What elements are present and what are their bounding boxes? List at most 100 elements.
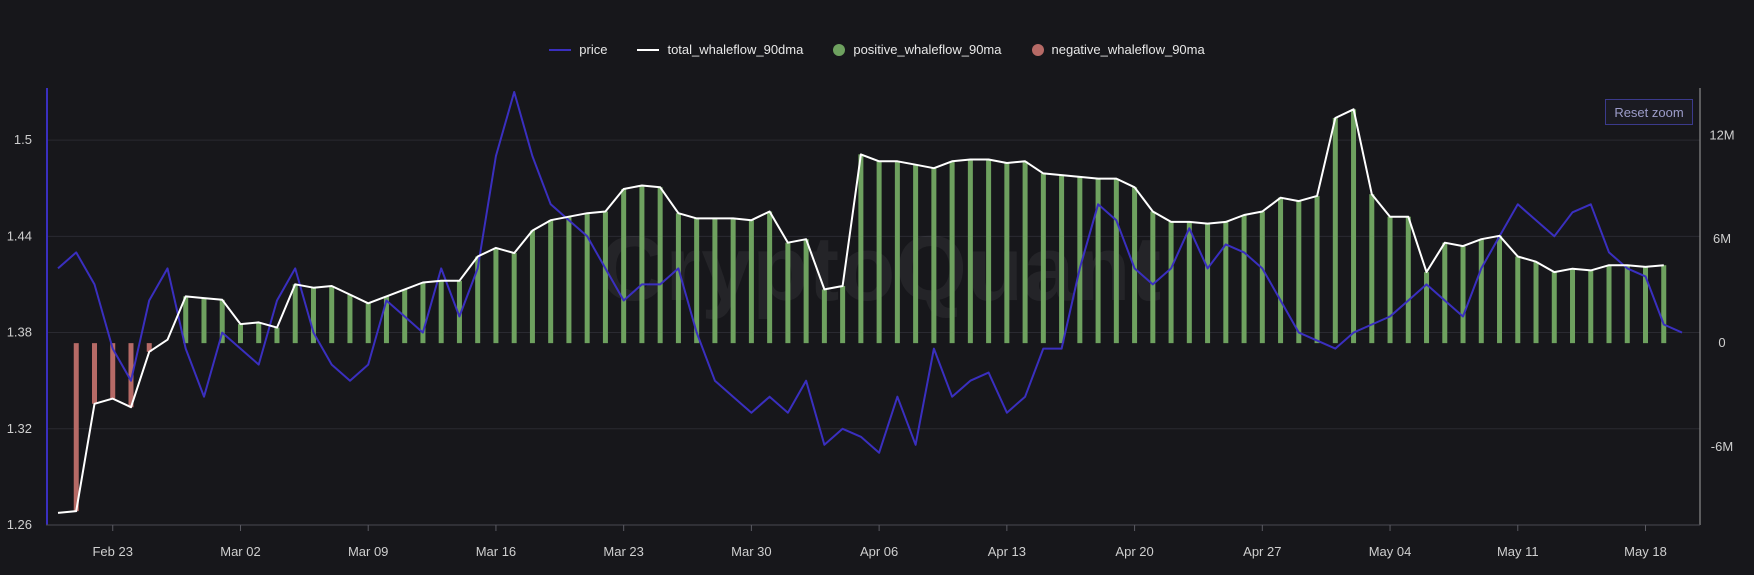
positive-bar[interactable] <box>1369 194 1375 344</box>
positive-bar[interactable] <box>310 287 316 344</box>
positive-bar[interactable] <box>329 285 335 344</box>
positive-bar[interactable] <box>785 242 791 344</box>
x-tick-label: Mar 30 <box>731 544 771 559</box>
positive-bar[interactable] <box>1132 187 1138 344</box>
total-whaleflow-line[interactable] <box>57 108 1664 514</box>
positive-bar[interactable] <box>566 216 572 344</box>
positive-bar[interactable] <box>803 239 809 344</box>
positive-bar[interactable] <box>1059 175 1065 344</box>
positive-bar[interactable] <box>1205 223 1211 344</box>
positive-bar[interactable] <box>1533 261 1539 344</box>
positive-bar[interactable] <box>1332 117 1338 344</box>
positive-bar[interactable] <box>1405 216 1411 344</box>
positive-bar[interactable] <box>1442 242 1448 344</box>
positive-bar[interactable] <box>1478 239 1484 344</box>
positive-bar[interactable] <box>1186 221 1192 344</box>
negative-bar[interactable] <box>73 343 79 512</box>
positive-bar[interactable] <box>1551 272 1557 344</box>
x-tick-label: Mar 16 <box>476 544 516 559</box>
positive-bar[interactable] <box>201 298 207 344</box>
positive-bar[interactable] <box>584 213 590 344</box>
positive-bar[interactable] <box>347 294 353 344</box>
positive-bar[interactable] <box>438 280 444 344</box>
positive-bar[interactable] <box>1168 221 1174 344</box>
positive-bar[interactable] <box>1424 272 1430 344</box>
left-tick-label: 1.44 <box>7 228 32 243</box>
positive-bar[interactable] <box>383 296 389 344</box>
positive-bar[interactable] <box>639 185 645 344</box>
positive-bar[interactable] <box>767 211 773 344</box>
legend-item-price[interactable]: price <box>549 42 607 57</box>
positive-bar[interactable] <box>529 230 535 344</box>
price-line[interactable] <box>57 91 1683 454</box>
positive-bar[interactable] <box>548 220 554 344</box>
positive-bar[interactable] <box>1022 161 1028 344</box>
positive-bar[interactable] <box>1351 109 1357 344</box>
positive-bar[interactable] <box>894 161 900 344</box>
positive-bar[interactable] <box>1223 221 1229 344</box>
positive-bar[interactable] <box>183 296 189 344</box>
positive-bar[interactable] <box>748 220 754 344</box>
positive-bar[interactable] <box>1588 270 1594 344</box>
positive-bar[interactable] <box>1004 163 1010 344</box>
positive-bar[interactable] <box>657 187 663 344</box>
positive-bar[interactable] <box>1259 211 1265 344</box>
positive-bar[interactable] <box>1460 246 1466 344</box>
negative-bar[interactable] <box>91 343 97 404</box>
positive-bar[interactable] <box>1040 173 1046 344</box>
positive-bar[interactable] <box>913 164 919 344</box>
positive-bar[interactable] <box>1661 265 1667 344</box>
positive-bar[interactable] <box>858 154 864 344</box>
positive-bar[interactable] <box>219 299 225 344</box>
positive-bar[interactable] <box>1606 265 1612 344</box>
positive-bar[interactable] <box>420 282 426 344</box>
legend-item-positive[interactable]: positive_whaleflow_90ma <box>833 42 1002 57</box>
positive-bar[interactable] <box>493 247 499 344</box>
positive-bar[interactable] <box>511 253 517 344</box>
legend-item-negative[interactable]: negative_whaleflow_90ma <box>1031 42 1205 57</box>
positive-bar[interactable] <box>1515 256 1521 344</box>
positive-bar[interactable] <box>931 168 937 344</box>
legend-item-total[interactable]: total_whaleflow_90dma <box>637 42 803 57</box>
positive-bar[interactable] <box>292 284 298 344</box>
positive-bar[interactable] <box>694 218 700 344</box>
positive-bar[interactable] <box>621 188 627 344</box>
positive-bar[interactable] <box>1241 214 1247 344</box>
positive-bar[interactable] <box>274 327 280 344</box>
positive-bar[interactable] <box>1643 266 1649 344</box>
positive-bar[interactable] <box>675 213 681 344</box>
negative-bar[interactable] <box>128 343 134 408</box>
positive-bar[interactable] <box>986 159 992 344</box>
positive-bar[interactable] <box>967 159 973 344</box>
positive-bar[interactable] <box>949 161 955 344</box>
positive-bar[interactable] <box>602 211 608 344</box>
total-swatch <box>637 48 660 51</box>
positive-bar[interactable] <box>456 280 462 344</box>
positive-bar[interactable] <box>365 303 371 344</box>
positive-bar[interactable] <box>1570 268 1576 344</box>
positive-bar[interactable] <box>237 324 243 344</box>
negative-bar[interactable] <box>146 343 152 352</box>
positive-bar[interactable] <box>712 218 718 344</box>
x-tick-label: Feb 23 <box>92 544 132 559</box>
positive-bar[interactable] <box>821 289 827 344</box>
positive-bar[interactable] <box>1314 195 1320 344</box>
positive-bar[interactable] <box>1077 176 1083 344</box>
positive-bar[interactable] <box>1624 265 1630 344</box>
negative-bar[interactable] <box>110 343 116 399</box>
positive-bar[interactable] <box>1387 216 1393 344</box>
positive-bar[interactable] <box>1113 178 1119 344</box>
positive-bar[interactable] <box>730 218 736 344</box>
positive-bar[interactable] <box>1296 201 1302 344</box>
positive-bar[interactable] <box>1278 197 1284 344</box>
positive-bar[interactable] <box>1150 211 1156 344</box>
positive-bar[interactable] <box>1095 178 1101 344</box>
reset-zoom-button[interactable]: Reset zoom <box>1605 99 1693 125</box>
positive-bar[interactable] <box>876 161 882 344</box>
positive-bar[interactable] <box>256 322 262 344</box>
positive-bar[interactable] <box>1497 235 1503 344</box>
positive-bar[interactable] <box>475 256 481 344</box>
positive-bar[interactable] <box>840 285 846 344</box>
